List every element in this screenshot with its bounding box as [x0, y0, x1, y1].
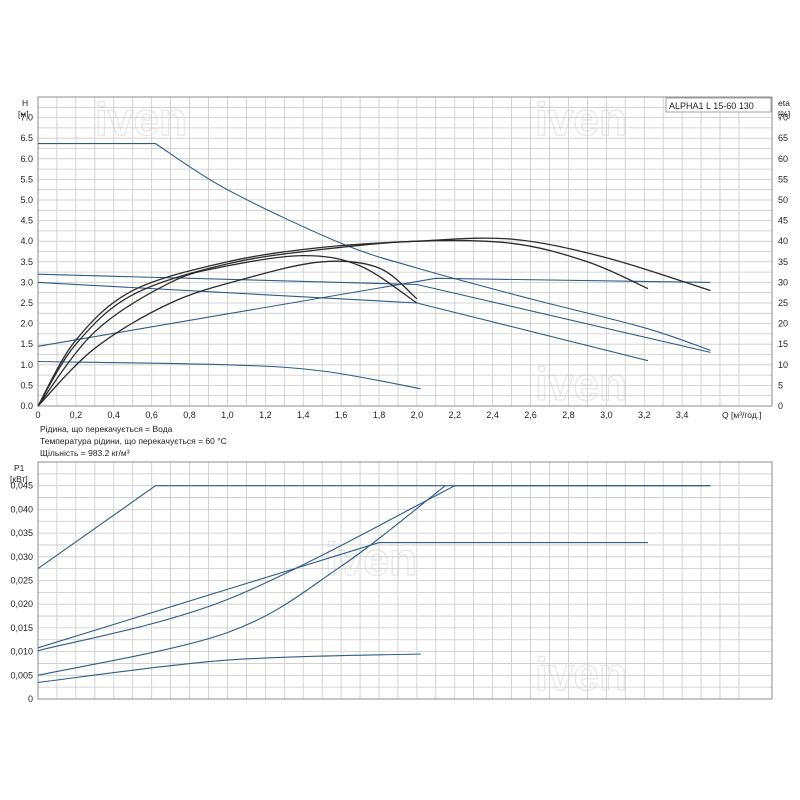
efficiency-curve	[37, 239, 649, 407]
y-tick-label-right: 40	[778, 236, 788, 246]
power-tick-label: 0,005	[10, 670, 33, 680]
x-tick-label: 1,0	[221, 410, 234, 420]
y-axis-label-left: H	[22, 98, 28, 108]
power-curve	[37, 542, 648, 649]
watermark-text: iven	[325, 533, 417, 585]
watermark-text: iven	[535, 648, 627, 700]
x-axis-label: Q [м³/год.]	[722, 410, 762, 420]
power-curve	[37, 653, 421, 683]
watermark: iven iven iven iven iven	[94, 92, 627, 700]
x-tick-label: 2,0	[411, 410, 424, 420]
y-tick-label-right: 15	[778, 339, 788, 349]
watermark-text: iven	[535, 358, 627, 410]
y-tick-label-left: 0.0	[20, 401, 33, 411]
power-tick-label: 0,045	[10, 481, 33, 491]
top-x-ticks: 0 0,2 0,4 0,6 0,8 1,0 1,2 1,4 1,6 1,8 2,0 2,2 2,4 2,6…	[35, 410, 688, 420]
x-tick-label: 2,8	[562, 410, 575, 420]
y-tick-label-right: 5	[778, 380, 783, 390]
efficiency-curve	[37, 260, 418, 407]
x-tick-label: 1,6	[335, 410, 348, 420]
y-tick-label-left: 2.5	[20, 298, 33, 308]
top-y-ticks-right: 0 5 10 15 20 25 30 35 40 45 50 55 60 65 70	[778, 113, 788, 411]
x-tick-label: 0,4	[108, 410, 121, 420]
y-tick-label-right: 0	[778, 401, 783, 411]
power-tick-label: 0,030	[10, 552, 33, 562]
y-tick-label-right: 25	[778, 298, 788, 308]
head-curve	[37, 277, 711, 347]
y-axis-unit-right: [%]	[778, 109, 790, 119]
y-tick-label-right: 35	[778, 257, 788, 267]
head-curve	[37, 360, 421, 390]
x-tick-label: 0	[35, 410, 40, 420]
chart-title: ALPHA1 L 15-60 130	[669, 101, 754, 111]
power-tick-label: 0,035	[10, 528, 33, 538]
x-tick-label: 2,6	[524, 410, 537, 420]
y-tick-label-left: 5.5	[20, 174, 33, 184]
y-tick-label-right: 30	[778, 277, 788, 287]
y-tick-label-left: 6.0	[20, 154, 33, 164]
y-tick-label-right: 70	[778, 113, 788, 123]
power-axis-label: P1	[14, 463, 25, 473]
bottom-plot-frame	[37, 461, 773, 700]
watermark-text: iven	[535, 93, 627, 145]
y-tick-label-right: 45	[778, 216, 788, 226]
note-fluid: Рідина, що перекачується = Вода	[40, 424, 173, 434]
y-tick-label-right: 20	[778, 319, 788, 329]
watermark-text: iven	[95, 93, 187, 145]
x-tick-label: 0,6	[145, 410, 158, 420]
power-tick-label: 0,015	[10, 623, 33, 633]
y-tick-label-left: 3.0	[20, 277, 33, 287]
x-tick-label: 2,4	[486, 410, 499, 420]
y-tick-label-left: 4.0	[20, 236, 33, 246]
x-tick-label: 0,2	[70, 410, 83, 420]
x-tick-label: 1,2	[259, 410, 272, 420]
y-tick-label-left: 7.0	[20, 113, 33, 123]
y-tick-label-right: 10	[778, 360, 788, 370]
power-tick-label: 0,010	[10, 647, 33, 657]
x-tick-label: 0,8	[183, 410, 196, 420]
top-plot-frame	[37, 96, 773, 407]
power-curve	[37, 485, 456, 652]
y-tick-label-right: 50	[778, 195, 788, 205]
y-axis-label-right: eta	[778, 98, 790, 108]
top-y-ticks-left: 0.0 0.5 1.0 1.5 2.0 2.5 3.0 3.5 4.0 4.5 5.0 5.5 6.0 6…	[20, 113, 33, 411]
x-tick-label: 1,4	[297, 410, 310, 420]
y-tick-label-left: 6.5	[20, 133, 33, 143]
y-tick-label-right: 65	[778, 133, 788, 143]
y-tick-label-left: 4.5	[20, 216, 33, 226]
note-density: Щільність = 983.2 кг/м³	[40, 448, 130, 458]
x-tick-label: 1,8	[373, 410, 386, 420]
y-axis-unit-left: [м]	[18, 109, 29, 119]
power-tick-label: 0,025	[10, 576, 33, 586]
y-tick-label-left: 3.5	[20, 257, 33, 267]
y-tick-label-right: 60	[778, 154, 788, 164]
y-tick-label-left: 2.0	[20, 319, 33, 329]
note-temperature: Температура рідини, що перекачується = 6…	[40, 436, 227, 446]
bottom-series	[37, 485, 711, 683]
bottom-grid	[37, 461, 772, 700]
efficiency-curve	[37, 254, 418, 407]
head-curve	[38, 143, 711, 351]
title-box	[665, 97, 772, 113]
y-tick-label-right: 55	[778, 174, 788, 184]
bottom-y-ticks: 0 0,005 0,010 0,015 0,020 0,025 0,030 0,035 0,04…	[10, 481, 33, 704]
x-tick-label: 3,0	[600, 410, 613, 420]
x-tick-label: 2,2	[449, 410, 462, 420]
efficiency-curve	[37, 237, 711, 407]
y-tick-label-left: 0.5	[20, 380, 33, 390]
x-tick-label: 3,4	[676, 410, 689, 420]
y-tick-label-left: 1.5	[20, 339, 33, 349]
top-series	[37, 143, 711, 407]
power-curve	[37, 485, 446, 676]
power-tick-label: 0,020	[10, 599, 33, 609]
y-tick-label-left: 1.0	[20, 360, 33, 370]
power-axis-unit: [кВт]	[10, 474, 28, 484]
power-tick-label: 0	[28, 694, 33, 704]
x-tick-label: 3,2	[638, 410, 651, 420]
power-tick-label: 0,040	[10, 504, 33, 514]
y-tick-label-left: 5.0	[20, 195, 33, 205]
